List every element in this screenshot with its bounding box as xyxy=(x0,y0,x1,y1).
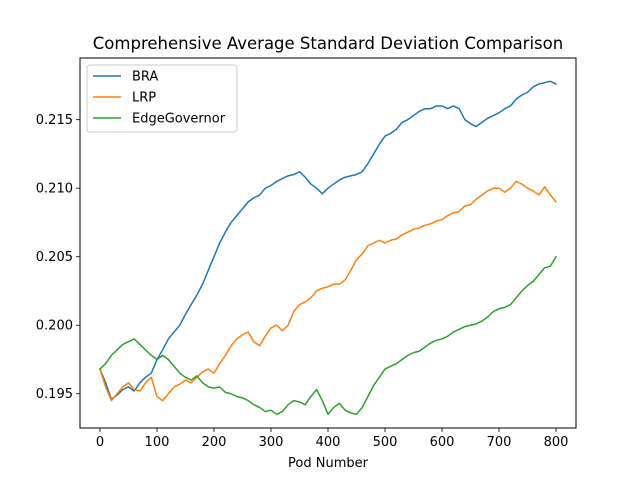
chart-title: Comprehensive Average Standard Deviation… xyxy=(93,34,563,53)
x-tick-label: 700 xyxy=(487,435,512,450)
legend: BRA LRP EdgeGovernor xyxy=(86,64,238,133)
legend-box xyxy=(86,64,238,133)
x-tick-label: 300 xyxy=(259,435,284,450)
x-axis-label: Pod Number xyxy=(288,456,369,471)
x-tick-label: 0 xyxy=(96,435,104,450)
y-axis-ticks: 0.195 0.200 0.205 0.210 0.215 xyxy=(36,113,80,402)
x-tick-label: 400 xyxy=(316,435,341,450)
x-axis-ticks: 0 100 200 300 400 500 600 700 800 xyxy=(96,428,569,450)
series-line-lrp xyxy=(99,180,557,402)
x-tick-label: 800 xyxy=(544,435,569,450)
legend-label-bra: BRA xyxy=(132,70,158,85)
series-layer xyxy=(99,80,557,416)
x-tick-label: 200 xyxy=(202,435,227,450)
y-tick-label: 0.215 xyxy=(36,113,73,128)
x-tick-label: 100 xyxy=(145,435,170,450)
series-line-edgegovernor xyxy=(99,255,557,416)
series-line-bra xyxy=(99,80,557,400)
y-tick-label: 0.200 xyxy=(36,319,73,334)
y-tick-label: 0.210 xyxy=(36,182,73,197)
legend-label-edgegovernor: EdgeGovernor xyxy=(132,112,226,127)
plot-area xyxy=(79,57,577,429)
y-tick-label: 0.195 xyxy=(36,387,73,402)
y-tick-label: 0.205 xyxy=(36,250,73,265)
legend-label-lrp: LRP xyxy=(132,91,156,106)
x-tick-label: 600 xyxy=(430,435,455,450)
x-tick-label: 500 xyxy=(373,435,398,450)
